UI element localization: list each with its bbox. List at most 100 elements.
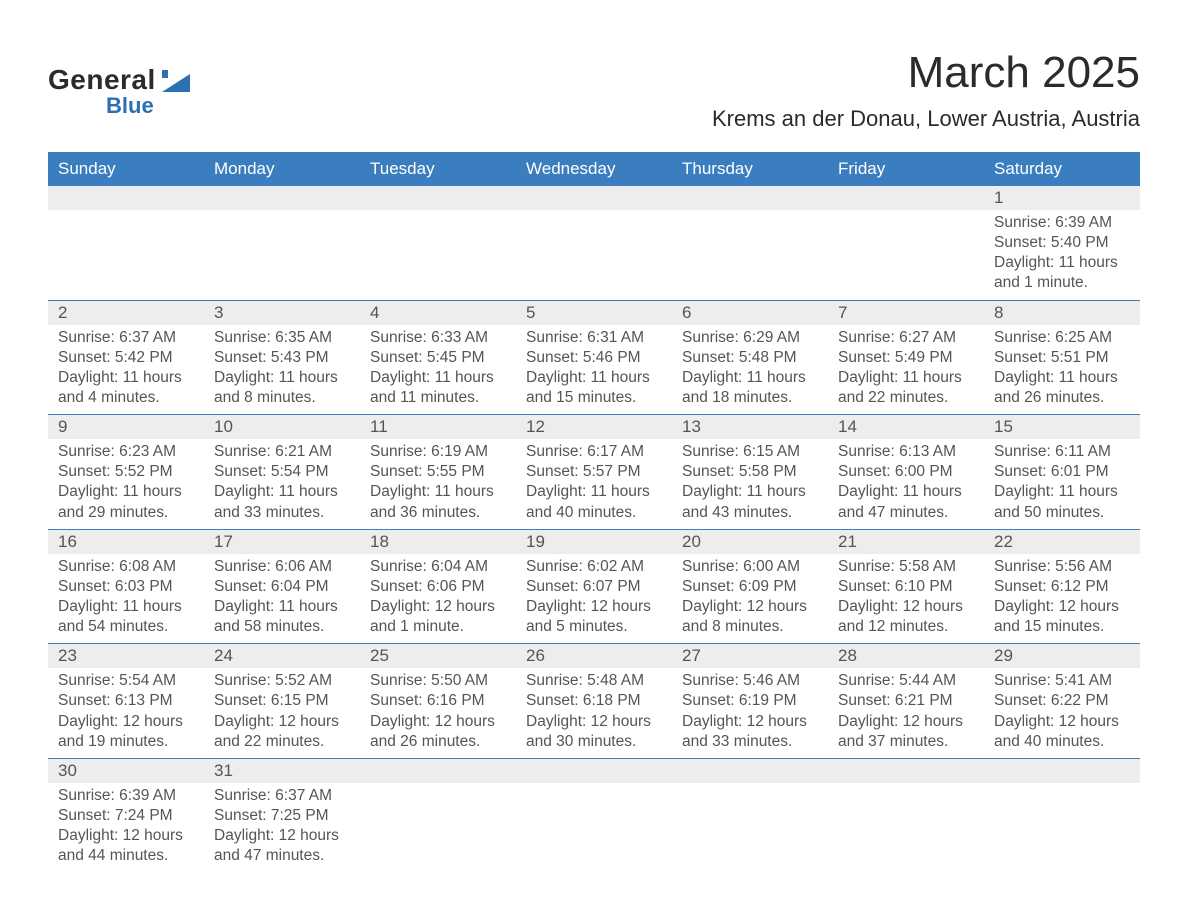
day-detail-cell: Sunrise: 6:31 AMSunset: 5:46 PMDaylight:…	[516, 325, 672, 415]
day-dl2: and 18 minutes.	[682, 388, 818, 408]
day-sunrise: Sunrise: 6:02 AM	[526, 557, 662, 577]
day-detail-cell: Sunrise: 6:00 AMSunset: 6:09 PMDaylight:…	[672, 554, 828, 644]
day-sunrise: Sunrise: 6:13 AM	[838, 442, 974, 462]
day-number-cell: 4	[360, 300, 516, 325]
day-sunrise: Sunrise: 6:08 AM	[58, 557, 194, 577]
day-detail-cell	[516, 783, 672, 873]
logo: General Blue	[48, 64, 190, 119]
day-dl2: and 1 minute.	[370, 617, 506, 637]
day-sunset: Sunset: 7:25 PM	[214, 806, 350, 826]
day-detail-cell	[672, 210, 828, 300]
week-daynum-row: 9101112131415	[48, 415, 1140, 440]
day-detail-cell: Sunrise: 6:39 AMSunset: 7:24 PMDaylight:…	[48, 783, 204, 873]
day-dl1: Daylight: 11 hours	[682, 482, 818, 502]
col-sunday: Sunday	[48, 152, 204, 186]
day-dl1: Daylight: 11 hours	[994, 368, 1130, 388]
day-dl2: and 43 minutes.	[682, 503, 818, 523]
day-dl1: Daylight: 12 hours	[370, 597, 506, 617]
day-sunset: Sunset: 7:24 PM	[58, 806, 194, 826]
day-sunrise: Sunrise: 5:46 AM	[682, 671, 818, 691]
day-number-cell	[48, 186, 204, 210]
day-sunset: Sunset: 5:55 PM	[370, 462, 506, 482]
day-number-cell	[204, 186, 360, 210]
col-monday: Monday	[204, 152, 360, 186]
day-detail-cell: Sunrise: 6:37 AMSunset: 5:42 PMDaylight:…	[48, 325, 204, 415]
day-dl2: and 29 minutes.	[58, 503, 194, 523]
day-number-cell: 15	[984, 415, 1140, 440]
logo-triangle-icon	[162, 70, 190, 97]
day-number-cell: 28	[828, 644, 984, 669]
day-sunrise: Sunrise: 5:58 AM	[838, 557, 974, 577]
day-dl2: and 15 minutes.	[526, 388, 662, 408]
day-dl2: and 36 minutes.	[370, 503, 506, 523]
col-tuesday: Tuesday	[360, 152, 516, 186]
day-sunset: Sunset: 6:10 PM	[838, 577, 974, 597]
day-dl2: and 44 minutes.	[58, 846, 194, 866]
day-sunrise: Sunrise: 6:37 AM	[58, 328, 194, 348]
day-detail-cell: Sunrise: 6:37 AMSunset: 7:25 PMDaylight:…	[204, 783, 360, 873]
day-detail-cell	[516, 210, 672, 300]
day-sunset: Sunset: 5:43 PM	[214, 348, 350, 368]
day-number-cell: 20	[672, 529, 828, 554]
day-detail-cell	[828, 783, 984, 873]
day-sunset: Sunset: 6:16 PM	[370, 691, 506, 711]
day-number-cell: 12	[516, 415, 672, 440]
day-sunset: Sunset: 5:49 PM	[838, 348, 974, 368]
day-dl2: and 19 minutes.	[58, 732, 194, 752]
day-sunset: Sunset: 6:00 PM	[838, 462, 974, 482]
day-sunrise: Sunrise: 6:17 AM	[526, 442, 662, 462]
day-sunrise: Sunrise: 6:33 AM	[370, 328, 506, 348]
col-wednesday: Wednesday	[516, 152, 672, 186]
col-thursday: Thursday	[672, 152, 828, 186]
day-sunrise: Sunrise: 6:31 AM	[526, 328, 662, 348]
day-number-cell: 11	[360, 415, 516, 440]
day-sunrise: Sunrise: 6:25 AM	[994, 328, 1130, 348]
logo-text-general: General	[48, 64, 156, 95]
day-number-cell: 5	[516, 300, 672, 325]
day-sunset: Sunset: 6:18 PM	[526, 691, 662, 711]
day-dl2: and 33 minutes.	[682, 732, 818, 752]
day-dl2: and 5 minutes.	[526, 617, 662, 637]
day-dl2: and 37 minutes.	[838, 732, 974, 752]
day-sunrise: Sunrise: 6:21 AM	[214, 442, 350, 462]
day-number-cell: 14	[828, 415, 984, 440]
week-detail-row: Sunrise: 6:37 AMSunset: 5:42 PMDaylight:…	[48, 325, 1140, 415]
day-number-cell	[828, 758, 984, 783]
day-sunrise: Sunrise: 6:27 AM	[838, 328, 974, 348]
day-detail-cell: Sunrise: 6:23 AMSunset: 5:52 PMDaylight:…	[48, 439, 204, 529]
day-detail-cell	[360, 210, 516, 300]
day-number-cell: 17	[204, 529, 360, 554]
day-number-cell	[516, 186, 672, 210]
day-sunset: Sunset: 6:15 PM	[214, 691, 350, 711]
day-detail-cell: Sunrise: 5:54 AMSunset: 6:13 PMDaylight:…	[48, 668, 204, 758]
day-dl2: and 58 minutes.	[214, 617, 350, 637]
day-dl2: and 26 minutes.	[994, 388, 1130, 408]
day-number-cell	[360, 758, 516, 783]
day-dl1: Daylight: 11 hours	[526, 482, 662, 502]
day-sunrise: Sunrise: 6:11 AM	[994, 442, 1130, 462]
day-dl1: Daylight: 11 hours	[214, 482, 350, 502]
day-sunset: Sunset: 5:57 PM	[526, 462, 662, 482]
week-daynum-row: 2345678	[48, 300, 1140, 325]
day-dl1: Daylight: 12 hours	[370, 712, 506, 732]
day-dl1: Daylight: 12 hours	[526, 597, 662, 617]
day-sunrise: Sunrise: 6:39 AM	[58, 786, 194, 806]
day-number-cell: 1	[984, 186, 1140, 210]
day-dl1: Daylight: 11 hours	[994, 253, 1130, 273]
day-dl1: Daylight: 11 hours	[370, 368, 506, 388]
day-sunset: Sunset: 5:42 PM	[58, 348, 194, 368]
day-number-cell: 27	[672, 644, 828, 669]
day-sunrise: Sunrise: 5:56 AM	[994, 557, 1130, 577]
day-sunrise: Sunrise: 5:50 AM	[370, 671, 506, 691]
day-sunrise: Sunrise: 5:48 AM	[526, 671, 662, 691]
day-dl2: and 12 minutes.	[838, 617, 974, 637]
day-dl1: Daylight: 12 hours	[526, 712, 662, 732]
day-dl2: and 22 minutes.	[214, 732, 350, 752]
day-detail-cell: Sunrise: 6:21 AMSunset: 5:54 PMDaylight:…	[204, 439, 360, 529]
day-dl1: Daylight: 11 hours	[58, 368, 194, 388]
day-detail-cell: Sunrise: 5:58 AMSunset: 6:10 PMDaylight:…	[828, 554, 984, 644]
week-detail-row: Sunrise: 6:39 AMSunset: 7:24 PMDaylight:…	[48, 783, 1140, 873]
day-detail-cell: Sunrise: 5:48 AMSunset: 6:18 PMDaylight:…	[516, 668, 672, 758]
week-detail-row: Sunrise: 5:54 AMSunset: 6:13 PMDaylight:…	[48, 668, 1140, 758]
day-number-cell: 16	[48, 529, 204, 554]
